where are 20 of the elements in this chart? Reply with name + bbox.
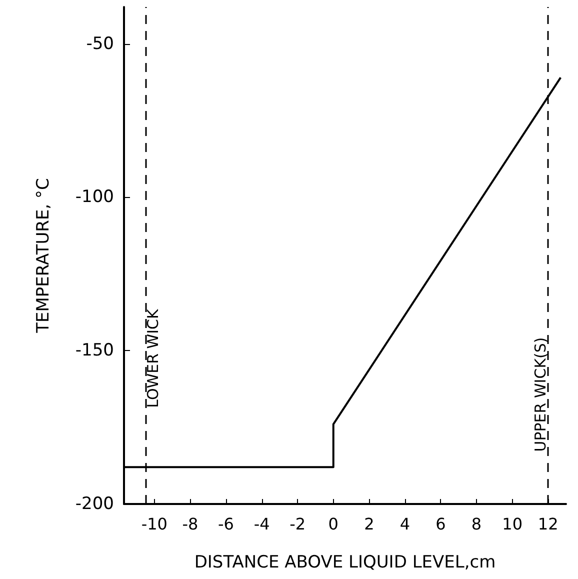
x-axis-title: DISTANCE ABOVE LIQUID LEVEL,cm <box>194 552 496 572</box>
x-tick-label: 2 <box>364 514 374 534</box>
x-tick-label: -2 <box>290 514 306 534</box>
ref-line-label: UPPER WICK(S) <box>532 337 550 452</box>
ref-line-label: LOWER WICK <box>144 308 162 408</box>
x-tick-label: 6 <box>436 514 446 534</box>
x-tick-label: -8 <box>182 514 198 534</box>
y-tick-label: -50 <box>86 34 114 54</box>
x-tick-label: 12 <box>538 514 558 534</box>
y-tick-label: -100 <box>75 187 114 208</box>
x-tick-label: -10 <box>141 514 168 534</box>
x-tick-label: -4 <box>254 514 270 534</box>
y-tick-label: -150 <box>75 340 114 361</box>
y-tick-label: -200 <box>75 494 114 514</box>
x-tick-label: 8 <box>471 514 482 534</box>
x-tick-label: -6 <box>218 514 234 534</box>
y-axis-title: TEMPERATURE, °C <box>34 178 54 334</box>
x-tick-label: 4 <box>400 514 410 534</box>
x-tick-label: 0 <box>328 514 338 534</box>
x-tick-label: 10 <box>502 514 522 534</box>
